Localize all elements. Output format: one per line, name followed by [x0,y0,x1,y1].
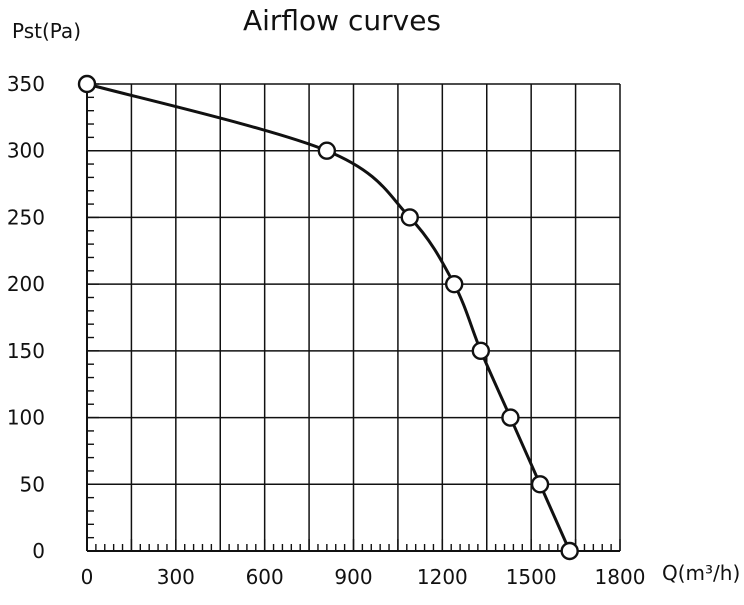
y-tick-label-50: 50 [20,472,45,496]
chart-plot [77,74,579,561]
y-tick-label-350: 350 [7,72,45,96]
chart-tick-labels: 0 300 600 900 1200 1500 1800 0 50 100 150 200 250 300… [7,72,646,589]
x-tick-label-1200: 1200 [417,565,468,589]
x-tick-label-600: 600 [246,565,284,589]
y-axis-label: Pst(Pa) [12,19,81,43]
airflow-point-3 [444,274,464,294]
y-tick-label-200: 200 [7,272,45,296]
x-tick-label-1500: 1500 [506,565,557,589]
airflow-point-1 [317,141,337,160]
x-tick-label-900: 900 [334,565,372,589]
y-tick-label-100: 100 [7,406,45,430]
airflow-point-0 [77,74,97,94]
x-tick-label-1800: 1800 [595,565,646,589]
y-tick-label-250: 250 [7,205,45,229]
chart-title: Airflow curves [243,4,441,37]
x-tick-label-300: 300 [157,565,195,589]
airflow-point-5 [501,408,520,427]
y-tick-label-300: 300 [7,139,45,163]
y-tick-label-150: 150 [7,339,45,363]
airflow-point-6 [530,475,550,494]
x-axis-label: Q(m³/h) [662,561,740,585]
airflow-point-7 [560,541,579,561]
y-tick-label-0: 0 [32,539,45,563]
airflow-point-4 [471,341,491,361]
x-tick-label-0: 0 [81,565,94,589]
airflow-point-2 [400,208,419,227]
